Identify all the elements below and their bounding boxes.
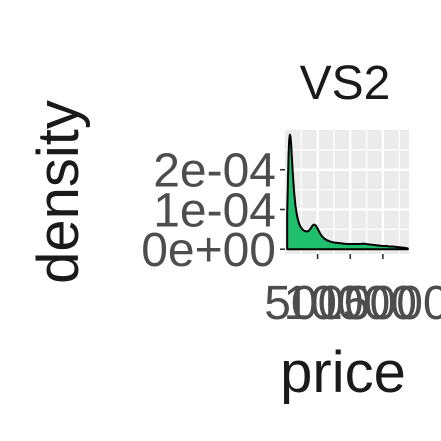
y-tick-label: 0e+00 bbox=[141, 224, 276, 277]
plot-panel bbox=[285, 130, 409, 254]
chart-title: VS2 bbox=[300, 57, 391, 110]
y-tick-label: 1e-04 bbox=[153, 184, 276, 237]
minor-gridlines bbox=[285, 130, 409, 254]
x-tick-label: 5000 bbox=[264, 277, 371, 330]
y-tick-label: 2e-04 bbox=[153, 145, 276, 198]
x-tick-label: 15000 bbox=[316, 277, 441, 330]
x-axis-label: price bbox=[280, 340, 406, 405]
x-tick-label: 10000 bbox=[284, 277, 417, 330]
density-line bbox=[286, 133, 409, 251]
density-area bbox=[287, 134, 408, 250]
y-axis-label: density bbox=[26, 100, 91, 284]
